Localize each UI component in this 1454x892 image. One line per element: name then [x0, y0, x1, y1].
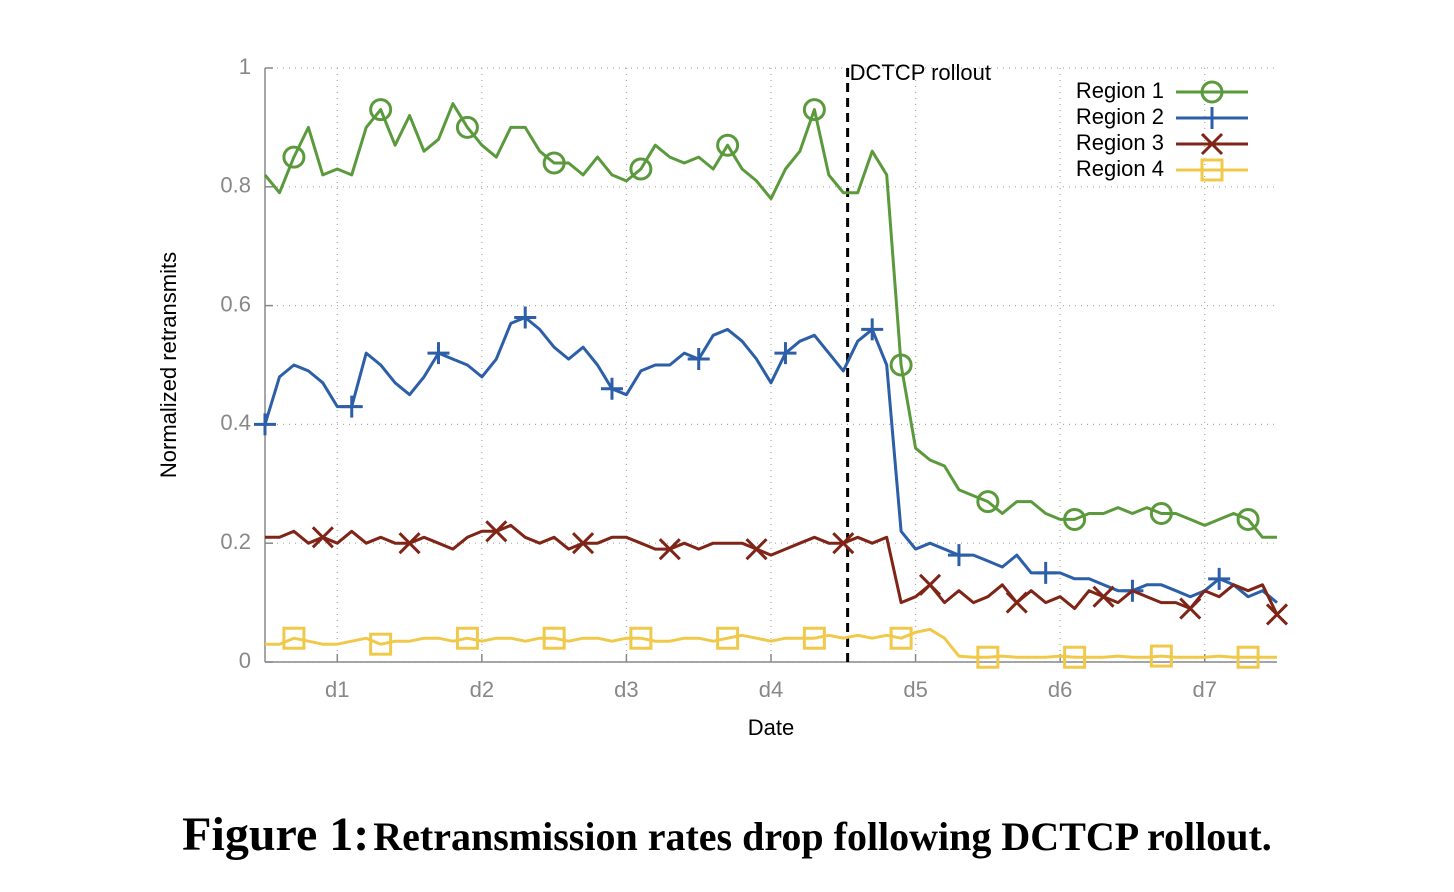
annotation: DCTCP rollout [850, 60, 991, 85]
x-tick-label: d4 [759, 677, 783, 702]
marker [716, 133, 740, 157]
legend-label: Region 1 [1076, 78, 1164, 103]
marker [889, 626, 913, 650]
marker [1200, 80, 1224, 104]
marker [1063, 507, 1087, 531]
marker [1201, 107, 1223, 129]
marker [1265, 603, 1289, 626]
marker [311, 526, 334, 549]
marker [976, 490, 1000, 514]
marker [427, 342, 450, 365]
marker [1236, 507, 1260, 531]
caption: Figure 1: Retransmission rates drop foll… [182, 808, 1272, 861]
marker [1208, 567, 1231, 590]
marker [687, 348, 710, 371]
marker [455, 115, 479, 139]
y-tick-label: 0.4 [220, 410, 251, 435]
legend-label: Region 2 [1076, 104, 1164, 129]
marker [918, 573, 942, 596]
series-line [263, 102, 1277, 539]
marker [369, 632, 393, 656]
marker [542, 626, 566, 650]
x-axis-label: Date [748, 715, 794, 740]
marker [1200, 158, 1224, 182]
marker [514, 306, 537, 329]
x-tick-label: d2 [470, 677, 494, 702]
marker [629, 626, 653, 650]
marker [282, 626, 306, 650]
series-line [265, 523, 1279, 616]
marker [1236, 645, 1260, 669]
x-tick-label: d1 [325, 677, 349, 702]
marker [832, 532, 855, 555]
marker [802, 98, 826, 122]
marker [340, 395, 363, 418]
caption-label: Figure 1: [182, 808, 369, 861]
series-line [263, 316, 1278, 604]
y-tick-label: 0.8 [220, 173, 251, 198]
y-tick-label: 1 [239, 54, 251, 79]
marker [889, 353, 913, 377]
x-tick-label: d5 [903, 677, 927, 702]
x-tick-label: d6 [1048, 677, 1072, 702]
legend-label: Region 3 [1076, 130, 1164, 155]
marker [600, 377, 623, 400]
marker [542, 151, 566, 175]
y-axis-label: Normalized retransmits [156, 252, 181, 478]
marker [1034, 561, 1057, 584]
y-tick-label: 0 [239, 648, 251, 673]
marker [976, 645, 1000, 669]
legend-label: Region 4 [1076, 156, 1164, 181]
marker [282, 145, 306, 169]
series-line [265, 627, 1277, 659]
marker [802, 626, 826, 650]
marker [629, 157, 653, 181]
marker [1149, 502, 1173, 525]
marker [1092, 585, 1115, 608]
marker [947, 544, 970, 567]
x-tick-label: d7 [1192, 677, 1216, 702]
marker [745, 538, 768, 561]
marker [658, 538, 681, 561]
marker [1149, 644, 1173, 668]
marker [1179, 597, 1202, 620]
marker [716, 626, 740, 650]
x-tick-label: d3 [614, 677, 638, 702]
marker [485, 520, 508, 543]
marker [571, 532, 595, 555]
marker [455, 626, 479, 650]
y-tick-label: 0.2 [220, 529, 251, 554]
marker [369, 98, 393, 122]
y-tick-label: 0.6 [220, 291, 251, 316]
marker [861, 318, 884, 341]
caption-text: Retransmission rates drop following DCTC… [373, 814, 1272, 859]
marker [398, 532, 421, 555]
marker [1200, 132, 1224, 156]
marker [254, 413, 276, 436]
marker [1063, 645, 1087, 669]
marker [774, 342, 797, 365]
marker [1005, 591, 1028, 614]
